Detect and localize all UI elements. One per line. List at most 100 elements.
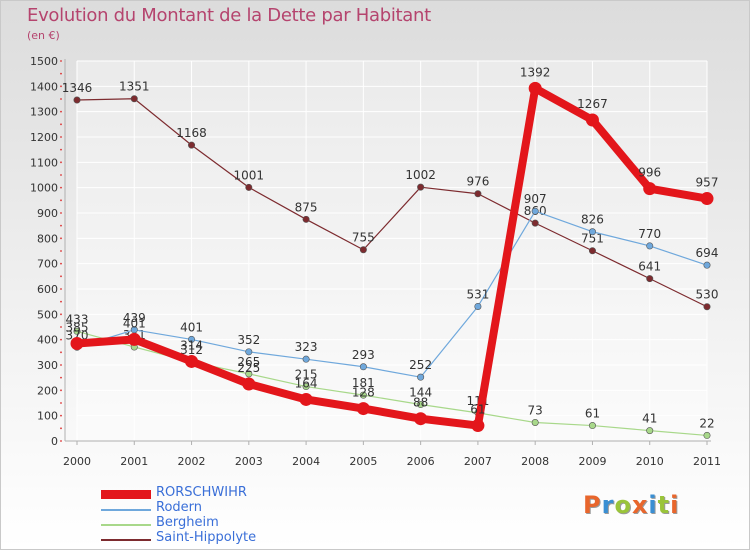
data-point [359, 246, 367, 254]
data-label: 22 [699, 416, 714, 430]
data-label: 312 [180, 343, 203, 357]
x-tick-label: 2011 [693, 455, 721, 468]
data-point [73, 327, 81, 335]
legend-label: Rodern [156, 500, 203, 515]
y-minor-tick [60, 262, 62, 265]
y-minor-tick [60, 72, 62, 75]
data-label: 755 [352, 231, 375, 245]
y-minor-tick [60, 427, 62, 430]
plot-area [77, 61, 707, 441]
data-label: 61 [470, 403, 485, 417]
y-minor-tick [60, 351, 62, 354]
data-label: 61 [585, 407, 600, 421]
data-point [703, 431, 711, 439]
y-tick-label: 1500 [30, 55, 58, 68]
y-tick-label: 300 [37, 359, 58, 372]
data-label: 957 [696, 176, 719, 190]
y-tick-label: 500 [37, 308, 58, 321]
data-label: 1392 [520, 65, 551, 79]
y-minor-tick [60, 212, 62, 214]
x-tick-label: 2006 [407, 455, 435, 468]
y-tick-label: 100 [37, 410, 58, 423]
y-tick-label: 1400 [30, 80, 58, 93]
y-tick-label: 600 [37, 283, 58, 296]
data-label: 370 [66, 328, 89, 342]
y-minor-tick [60, 136, 62, 138]
data-point [245, 183, 253, 191]
data-point [245, 348, 253, 356]
data-label: 976 [466, 175, 489, 189]
data-label: 751 [581, 232, 604, 246]
data-point [646, 427, 654, 435]
data-point [73, 96, 81, 104]
data-label: 1001 [234, 168, 265, 182]
data-label: 433 [66, 312, 89, 326]
data-label: 225 [237, 361, 260, 375]
y-minor-tick [60, 224, 62, 227]
data-label: 1346 [62, 81, 93, 95]
y-tick-label: 0 [51, 435, 58, 448]
x-tick-label: 2004 [292, 455, 320, 468]
data-label: 996 [638, 166, 661, 180]
data-point [356, 402, 370, 416]
data-label: 907 [524, 192, 547, 206]
series-line [76, 98, 708, 308]
data-point [474, 190, 482, 198]
y-minor-tick [60, 300, 62, 303]
y-tick-label: 1300 [30, 106, 58, 119]
data-point [531, 419, 539, 427]
data-label: 128 [352, 386, 375, 400]
data-label: 1168 [176, 126, 207, 140]
x-tick-label: 2003 [235, 455, 263, 468]
data-label: 530 [696, 288, 719, 302]
proxiti-logo: Proxiti [583, 491, 679, 519]
data-label: 875 [295, 200, 318, 214]
x-tick-label: 2001 [120, 455, 148, 468]
data-point [646, 242, 654, 250]
y-minor-tick [60, 250, 62, 252]
y-tick-label: 1000 [30, 182, 58, 195]
data-point [588, 247, 596, 255]
data-point [471, 419, 485, 433]
y-minor-tick [60, 98, 62, 100]
data-point [417, 373, 425, 381]
data-label: 826 [581, 213, 604, 227]
x-tick-label: 2009 [578, 455, 606, 468]
logo-letter: P [583, 491, 602, 519]
data-label: 181 [352, 376, 375, 390]
data-label: 314 [180, 338, 203, 352]
series-saint-hippolyte: 1346135111681001875755100297686075164153… [62, 80, 719, 311]
data-label: 88 [413, 396, 428, 410]
data-label: 265 [237, 355, 260, 369]
y-tick-label: 200 [37, 384, 58, 397]
data-point [588, 228, 596, 236]
data-label: 352 [237, 333, 260, 347]
y-minor-tick [60, 440, 62, 442]
data-label: 323 [295, 340, 318, 354]
data-label: 385 [66, 320, 89, 334]
data-point [646, 275, 654, 283]
legend-label: RORSCHWIHR [156, 485, 247, 500]
data-label: 164 [295, 376, 318, 390]
data-label: 215 [295, 368, 318, 382]
y-minor-tick [60, 414, 62, 417]
data-point [299, 392, 313, 406]
y-minor-tick [60, 199, 62, 202]
data-point [588, 422, 596, 430]
data-point [417, 183, 425, 191]
data-point [417, 401, 425, 409]
data-point [414, 412, 428, 426]
data-label: 73 [528, 404, 543, 418]
data-point [531, 219, 539, 227]
data-point [130, 95, 138, 103]
legend-label: Saint-Hippolyte [156, 530, 257, 545]
y-minor-tick [60, 174, 62, 176]
x-tick-label: 2008 [521, 455, 549, 468]
data-point [185, 354, 199, 368]
data-label: 531 [466, 287, 489, 301]
data-point [188, 335, 196, 343]
data-point [70, 336, 84, 350]
logo-letter: i [670, 491, 680, 519]
y-tick-label: 1200 [30, 131, 58, 144]
